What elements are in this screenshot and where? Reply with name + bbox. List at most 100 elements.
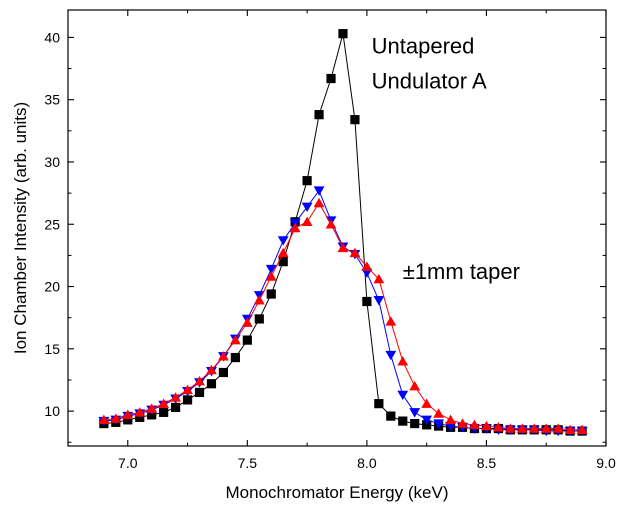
data-point — [313, 186, 325, 196]
data-point — [433, 408, 445, 418]
data-point — [171, 402, 181, 412]
data-point — [469, 419, 480, 430]
y-tick-label: 30 — [44, 154, 60, 170]
data-point — [326, 73, 336, 84]
data-point — [302, 176, 312, 186]
data-point — [182, 395, 193, 405]
data-point — [170, 392, 181, 402]
y-tick-label: 20 — [44, 279, 60, 295]
y-axis-label: Ion Chamber Intensity (arb. units) — [11, 102, 30, 354]
series-triangle-down — [98, 186, 588, 437]
data-point — [350, 115, 360, 125]
data-point — [265, 271, 277, 281]
data-point — [254, 314, 264, 324]
annotation-2: ±1mm taper — [403, 259, 520, 284]
data-point — [122, 409, 134, 420]
data-point — [301, 202, 313, 213]
data-point — [229, 334, 241, 345]
data-point — [373, 296, 385, 306]
x-axis-label: Monochromator Energy (keV) — [226, 483, 449, 502]
data-point — [265, 264, 277, 275]
data-point — [433, 419, 445, 429]
data-point — [362, 296, 372, 307]
data-point — [421, 398, 433, 408]
data-point — [278, 257, 288, 267]
data-point — [457, 418, 468, 428]
annotations: Untapered Undulator A ±1mm taper — [372, 34, 520, 284]
data-point — [552, 423, 564, 433]
series-line — [103, 33, 583, 432]
y-tick-label: 10 — [44, 403, 60, 419]
data-point — [397, 356, 409, 366]
series-triangle-up — [98, 197, 588, 435]
data-point — [182, 384, 193, 395]
data-point — [528, 423, 540, 433]
data-point — [146, 403, 158, 413]
data-point — [410, 418, 420, 429]
annotation-1: Undulator A — [372, 68, 487, 93]
data-point — [98, 414, 110, 425]
data-point — [386, 411, 396, 421]
data-point — [158, 398, 170, 408]
x-tick-label: 9.0 — [596, 455, 616, 471]
data-point — [242, 335, 252, 345]
data-point — [374, 399, 384, 409]
data-point — [576, 424, 588, 435]
data-point — [314, 110, 324, 120]
data-point — [397, 390, 409, 401]
data-point — [277, 247, 289, 258]
data-point — [325, 219, 337, 229]
data-point — [409, 381, 421, 391]
data-point — [398, 416, 408, 426]
data-point — [409, 408, 421, 418]
x-tick-label: 7.0 — [118, 455, 138, 471]
data-point — [159, 407, 169, 417]
data-point — [218, 367, 229, 378]
data-point — [301, 216, 313, 226]
data-point — [241, 317, 253, 327]
axis-ticks: 7.0 7.5 8.0 8.5 9.0 10 15 20 25 30 35 40 — [44, 10, 616, 471]
x-tick-label: 8.0 — [357, 455, 377, 471]
data-point — [373, 273, 385, 284]
data-point — [230, 352, 240, 363]
data-point — [206, 379, 217, 389]
data-point — [253, 295, 265, 305]
data-point — [361, 261, 373, 271]
data-point — [218, 351, 229, 361]
data-point — [540, 423, 552, 433]
y-tick-label: 25 — [44, 216, 60, 232]
data-point — [481, 420, 492, 431]
data-point — [361, 268, 373, 279]
data-point — [504, 423, 516, 433]
plot-frame — [67, 9, 607, 447]
data-point — [206, 364, 217, 375]
data-point — [194, 387, 205, 398]
data-point — [421, 415, 433, 426]
annotation-0: Untapered — [372, 34, 475, 59]
data-point — [337, 242, 349, 253]
x-tick-label: 7.5 — [238, 455, 258, 471]
series-layer — [98, 29, 588, 437]
x-tick-label: 8.5 — [477, 455, 497, 471]
data-point — [313, 197, 325, 208]
data-point — [564, 424, 576, 435]
data-point — [445, 414, 456, 425]
data-point — [194, 376, 205, 386]
data-point — [385, 350, 397, 361]
data-point — [110, 413, 122, 423]
data-point — [445, 421, 456, 432]
data-point — [134, 407, 146, 417]
y-tick-label: 35 — [44, 92, 60, 108]
series-square — [99, 29, 587, 436]
y-tick-label: 15 — [44, 341, 60, 357]
data-point — [349, 247, 361, 258]
data-point — [338, 29, 348, 39]
data-point — [266, 289, 276, 299]
data-point — [516, 423, 528, 433]
data-point — [277, 236, 289, 246]
data-point — [289, 222, 301, 233]
data-point — [493, 422, 504, 432]
y-tick-label: 40 — [44, 29, 60, 45]
data-point — [385, 316, 397, 326]
